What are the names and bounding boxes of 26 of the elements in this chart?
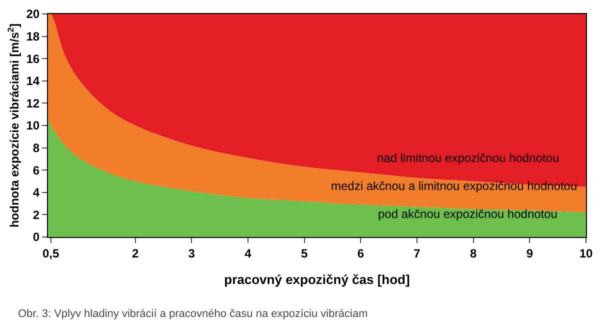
y-tick-label: 20: [26, 7, 40, 22]
y-tick-label: 2: [32, 208, 40, 222]
x-tick-label: 9: [526, 246, 534, 260]
y-tick-label: 18: [26, 30, 40, 44]
x-tick-label: 0,5: [42, 246, 60, 260]
y-tick-label: 6: [32, 163, 40, 178]
y-tick-label: 4: [32, 186, 40, 200]
x-axis-title: pracovný expozičný čas [hod]: [224, 272, 410, 287]
text: Obr. 3: Vplyv hladiny vibrácií a pracovného času na expozíciu vibráciam: [18, 308, 368, 320]
y-tick-label: 16: [26, 52, 40, 66]
annotation: nad limitnou expozičnou hodnotou: [377, 151, 560, 165]
x-tick-label: 8: [470, 246, 477, 260]
y-tick-label: 12: [26, 96, 40, 110]
y-tick-label: 8: [32, 141, 40, 155]
y-tick-label: 0: [32, 230, 40, 244]
x-tick-label: 3: [188, 246, 196, 260]
x-tick-label: 10: [579, 246, 593, 260]
annotation: medzi akčnou a limitnou expozičnou hodnotou: [331, 179, 578, 193]
x-tick-label: 2: [132, 246, 139, 260]
annotation: pod akčnou expozičnou hodnotou: [378, 207, 558, 221]
x-tick-label: 6: [357, 246, 364, 260]
y-tick-label: 14: [26, 74, 40, 88]
x-tick-label: 4: [244, 246, 252, 260]
x-tick-label: 7: [414, 246, 421, 260]
y-tick-label: 10: [26, 118, 40, 133]
x-tick-label: 5: [300, 246, 308, 260]
